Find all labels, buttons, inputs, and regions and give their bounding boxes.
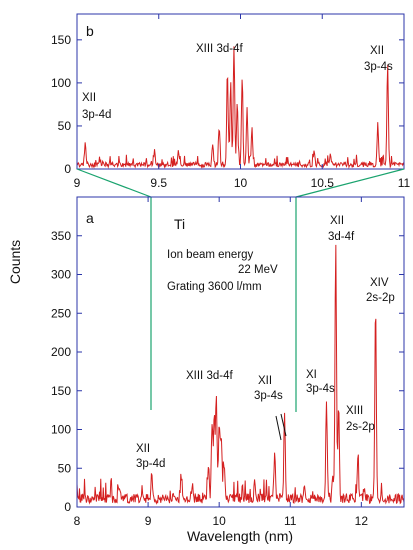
y-axis-label: Counts (7, 240, 23, 284)
b-annotation-xii-3p4s-line1: XII (370, 45, 384, 57)
info-grating: Grating 3600 l/mm (167, 281, 262, 293)
a-ytick-label-1: 50 (58, 461, 72, 475)
a-ytick-label-5: 250 (51, 306, 71, 320)
b-annotation-xii-3p4s-line2: 3p-4s (364, 61, 393, 73)
a-annotation-pointer-1 (275, 415, 282, 441)
b-xtick-label-2: 10 (234, 176, 248, 190)
a-annotation-xiv-2s2p-line1: XIV (370, 277, 389, 289)
a-annotation-xii-3d4f-line2: 3d-4f (328, 231, 355, 243)
info-beam-energy: Ion beam energy (167, 249, 254, 261)
b-ytick-label-3: 150 (51, 33, 71, 47)
a-annotation-xii-3p4d-line2: 3p-4d (136, 458, 165, 470)
a-ytick-label-6: 300 (51, 268, 71, 282)
b-xtick-label-3: 10.5 (311, 176, 335, 190)
a-annotation-xii-3p4s-line2: 3p-4s (254, 390, 283, 402)
b-xtick-label-0: 9 (74, 176, 81, 190)
a-annotation-xii-3p4s-line1: XII (258, 375, 272, 387)
b-xtick-label-1: 9.5 (150, 176, 167, 190)
panel-b: 9 9.5 10 10.5 11 0 50 100 150 b XIII 3d-4f XII 3… (51, 13, 411, 190)
zoom-line-right-diag (295, 168, 405, 198)
panel-b-spectrum-line (76, 46, 405, 170)
panel-a: 8 9 10 11 12 0 50 100 150 200 250 300 350 a Ti Ion b… (7, 196, 405, 544)
a-ytick-label-3: 150 (51, 384, 71, 398)
b-ytick-label-2: 100 (51, 76, 71, 90)
a-ytick-label-4: 200 (51, 345, 71, 359)
b-annotation-xii-3p4d-line2: 3p-4d (82, 109, 111, 121)
panel-a-frame (76, 196, 405, 508)
a-ytick-label-0: 0 (64, 500, 71, 514)
zoom-guide-lines (76, 168, 405, 412)
a-annotation-xi-3p4s-line2: 3p-4s (306, 383, 335, 395)
panel-a-ticks: 8 9 10 11 12 0 50 100 150 200 250 300 350 (51, 197, 404, 528)
a-ytick-label-2: 100 (51, 423, 71, 437)
b-xtick-label-4: 11 (398, 176, 411, 190)
a-annotation-xiii-2s2p-line1: XIII (346, 405, 363, 417)
info-energy-value: 22 MeV (238, 264, 278, 276)
a-annotation-xi-3p4s-line1: XI (306, 369, 317, 381)
a-xtick-label-3: 11 (284, 514, 297, 528)
a-annotation-xiii-3d4f: XIII 3d-4f (186, 370, 233, 382)
panel-a-spectrum-line (76, 244, 405, 505)
a-xtick-label-0: 8 (74, 514, 81, 528)
b-ytick-label-1: 50 (58, 119, 72, 133)
a-annotation-xii-3p4d-line1: XII (136, 443, 150, 455)
a-annotation-xii-3d4f-line1: XII (330, 215, 344, 227)
panel-b-ticks: 9 9.5 10 10.5 11 0 50 100 150 (51, 14, 411, 190)
x-axis-label: Wavelength (nm) (187, 528, 293, 544)
a-ytick-label-7: 350 (51, 229, 71, 243)
b-annotation-xii-3p4d-line1: XII (82, 92, 96, 104)
a-xtick-label-4: 12 (355, 514, 369, 528)
a-annotation-pointer-2 (280, 413, 287, 437)
panel-a-label: a (86, 210, 94, 226)
element-label: Ti (174, 216, 185, 232)
a-xtick-label-1: 9 (145, 514, 152, 528)
zoom-line-left-diag (76, 168, 152, 198)
b-ytick-label-0: 0 (64, 162, 71, 176)
a-xtick-label-2: 10 (212, 514, 226, 528)
b-annotation-xiii-3d4f: XIII 3d-4f (196, 43, 243, 55)
panel-b-label: b (86, 23, 94, 39)
a-annotation-xiii-2s2p-line2: 2s-2p (346, 421, 375, 433)
a-annotation-xiv-2s2p-line2: 2s-2p (366, 292, 395, 304)
